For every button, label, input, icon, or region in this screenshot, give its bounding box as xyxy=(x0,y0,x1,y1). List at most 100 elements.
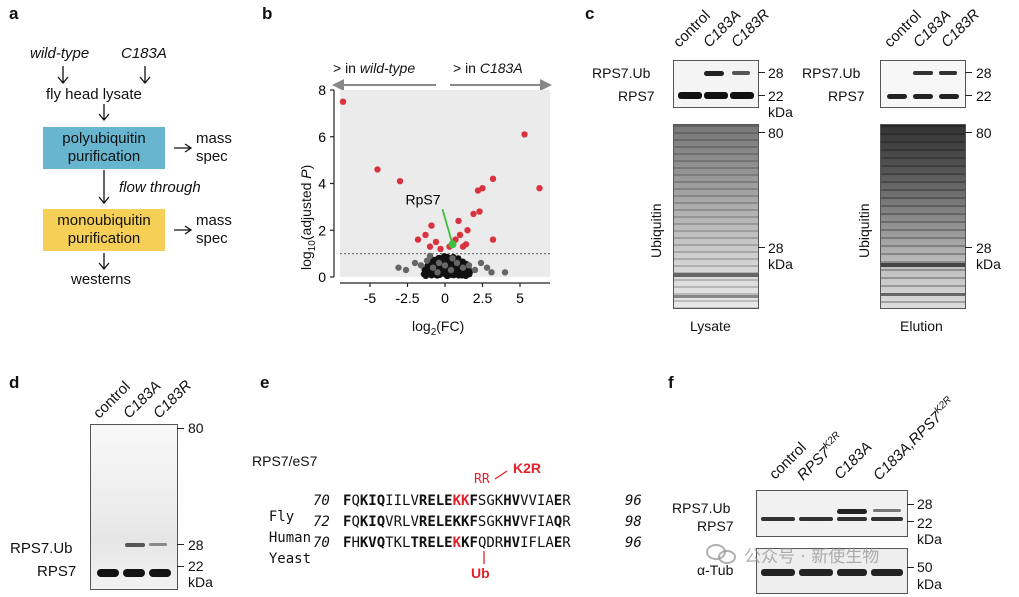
data-point-nonsig xyxy=(450,271,457,279)
left-arrow-italic: wild-type xyxy=(359,60,416,76)
c-elution-mw28b: 28 xyxy=(976,240,992,256)
c-elution-tick-28b xyxy=(965,247,972,249)
data-point-sig xyxy=(536,184,543,192)
d-rps7-label: RPS7 xyxy=(37,563,77,580)
f-mw22: 22 xyxy=(917,515,933,531)
rps7-point xyxy=(448,240,457,249)
xlabel-post: (FC) xyxy=(436,318,465,334)
f-lane4-text: C183A,RPS7 xyxy=(869,408,946,484)
data-point-sig xyxy=(489,175,497,183)
monoubiquitin-box: monoubiquitin purification xyxy=(43,209,165,251)
panel-label-a: a xyxy=(9,4,19,23)
data-point-nonsig xyxy=(424,263,431,270)
e-species-fly: Fly xyxy=(268,509,295,525)
data-point-nonsig xyxy=(465,262,473,269)
e-start-human: 72 xyxy=(313,514,330,530)
rps7-label: RpS7 xyxy=(405,191,440,207)
y-tick-label: 6 xyxy=(318,129,326,145)
westerns-label: westerns xyxy=(71,271,132,288)
c-lysate-top-blot xyxy=(673,60,759,108)
e-title: RPS7/eS7 xyxy=(252,453,318,469)
f-rps7-label: RPS7 xyxy=(697,518,734,534)
panel-label-d: d xyxy=(9,373,20,392)
c-lysate-mw22: 22 xyxy=(768,88,784,104)
f-tick-22 xyxy=(907,521,914,523)
f-rps7ub-label: RPS7.Ub xyxy=(672,500,731,516)
c-elution-ubiquitin-blot xyxy=(880,124,966,309)
data-point-sig xyxy=(432,238,440,246)
e-end-yeast: 96 xyxy=(625,535,642,551)
c-lysate-rps7ub-label: RPS7.Ub xyxy=(592,65,651,81)
watermark: 公众号 · 新使生物 xyxy=(706,542,879,567)
c-elution-mw80: 80 xyxy=(976,125,992,141)
c-lysate-kda-bottom: kDa xyxy=(768,256,793,272)
e-end-fly: 96 xyxy=(625,493,642,509)
c-elution-kda-bottom: kDa xyxy=(976,256,1001,272)
data-point-nonsig xyxy=(434,269,441,276)
c183a-label: C183A xyxy=(121,45,167,62)
c-lysate-tick-22 xyxy=(758,95,765,97)
data-point-nonsig xyxy=(417,262,425,269)
right-arrow-prefix: > in xyxy=(453,60,480,76)
x-tick-label: 2.5 xyxy=(473,290,493,306)
rps7-pointer-line xyxy=(441,209,454,245)
data-point-nonsig xyxy=(447,266,455,274)
data-point-sig xyxy=(374,166,381,173)
e-seq-fly: FQKIQIILVRELEKKFSGKHVVVIAER xyxy=(343,493,571,509)
data-point-sig xyxy=(462,241,470,248)
c-elution-tick-22 xyxy=(965,95,972,97)
c-lysate-tick-28 xyxy=(758,72,765,74)
data-point-nonsig xyxy=(435,259,443,267)
data-point-nonsig xyxy=(430,256,438,264)
e-start-fly: 70 xyxy=(313,493,330,509)
data-point-sig xyxy=(476,208,483,215)
c-elution-tick-80 xyxy=(965,132,972,134)
y-tick-label: 0 xyxy=(318,269,326,285)
data-point-sig xyxy=(414,236,422,243)
e-row-human: Human xyxy=(252,514,311,546)
c-elution-rps7ub-label: RPS7.Ub xyxy=(802,65,861,81)
e-seq-human: FQKIQVRLVRELEKKFSGKHVVFIAQR xyxy=(343,514,571,530)
left-arrow-prefix: > in xyxy=(333,60,360,76)
x-axis-label: log2(FC) xyxy=(412,318,464,338)
data-point-sig xyxy=(521,131,528,138)
c-lysate-rps7-label: RPS7 xyxy=(618,88,655,104)
data-point-nonsig xyxy=(411,259,419,267)
e-species-yeast: Yeast xyxy=(268,551,312,567)
panel-a-arrows xyxy=(57,66,193,271)
e-row-yeast: Yeast xyxy=(252,535,311,567)
data-point-nonsig xyxy=(440,253,448,260)
left-arrow-label: > in wild-type xyxy=(333,60,415,76)
e-start-yeast: 70 xyxy=(313,535,330,551)
data-point-sig xyxy=(437,245,444,253)
d-tick-28 xyxy=(177,544,184,546)
x-tick-label: -2.5 xyxy=(395,290,419,306)
data-point-nonsig xyxy=(459,264,467,271)
direction-arrows xyxy=(332,79,552,91)
e-k2r-line xyxy=(494,470,508,480)
data-point-nonsig xyxy=(462,272,470,280)
data-point-nonsig xyxy=(441,262,449,269)
data-point-sig xyxy=(479,184,486,192)
c-lysate-label: Lysate xyxy=(690,318,731,334)
c-lysate-kda-top: kDa xyxy=(768,104,793,120)
e-species-human: Human xyxy=(268,530,312,546)
panel-label-f: f xyxy=(668,373,674,392)
c-lysate-mw28: 28 xyxy=(768,65,784,81)
data-point-sig xyxy=(489,236,497,243)
data-point-nonsig xyxy=(426,252,434,260)
f-kda-1: kDa xyxy=(917,531,942,547)
e-row-fly: Fly xyxy=(252,493,294,525)
panel-label-b: b xyxy=(262,4,273,23)
data-point-sig xyxy=(428,222,435,229)
f-mw28: 28 xyxy=(917,496,933,512)
e-seq-yeast: FHKVQTKLTRELEKKFQDRHVIFLAER xyxy=(343,535,571,551)
data-point-nonsig xyxy=(423,257,431,264)
c-lysate-mw80: 80 xyxy=(768,125,784,141)
e-ub-label: Ub xyxy=(471,565,490,581)
data-point-nonsig xyxy=(395,264,402,271)
panel-label-c: c xyxy=(585,4,595,23)
c-elution-label: Elution xyxy=(900,318,943,334)
c-lysate-ubiquitin-blot xyxy=(673,124,759,309)
data-point-nonsig xyxy=(488,269,495,276)
